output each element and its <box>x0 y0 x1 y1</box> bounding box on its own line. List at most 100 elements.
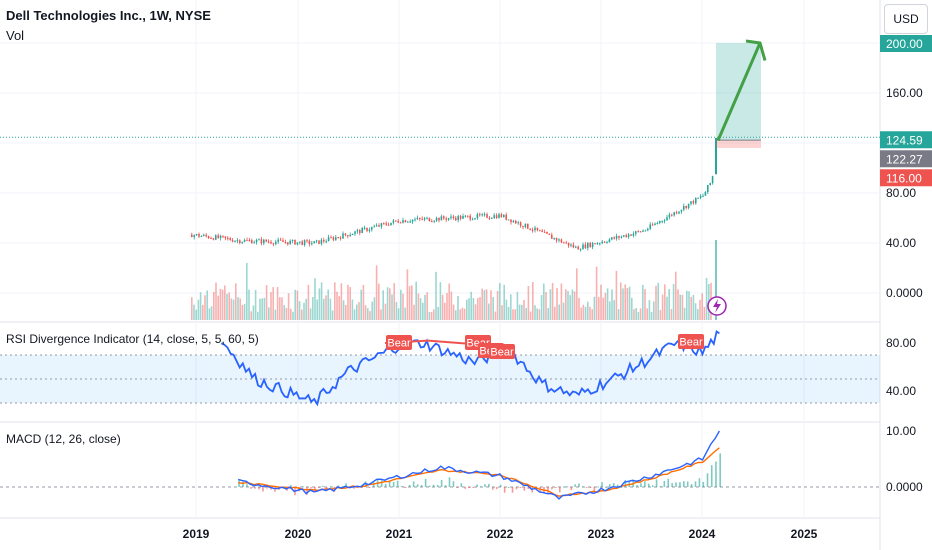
candle-body <box>476 214 479 219</box>
volume-bar <box>521 304 523 320</box>
volume-bar <box>342 300 345 320</box>
candle-body <box>591 243 594 247</box>
volume-bar <box>246 262 248 320</box>
macd-histogram-bar <box>562 486 565 488</box>
candle-body <box>224 236 227 238</box>
price-tag-current <box>880 131 932 149</box>
macd-histogram-bar <box>679 482 681 487</box>
volume-bar <box>547 308 549 320</box>
projection-arrowhead <box>745 39 767 61</box>
candle-body <box>445 218 447 220</box>
candle-body <box>620 236 623 238</box>
macd-histogram-bar <box>380 480 383 487</box>
volume-label: Vol <box>6 28 25 43</box>
volume-bar <box>226 293 228 320</box>
volume-bar <box>450 291 453 320</box>
volume-bar <box>532 282 534 320</box>
stop-zone <box>716 140 761 148</box>
candle-body <box>354 231 356 234</box>
macd-histogram-bar <box>310 487 312 489</box>
candle-body <box>428 217 431 222</box>
volume-bar <box>259 298 261 320</box>
candle-body <box>359 230 361 234</box>
candle-body <box>207 236 210 239</box>
macd-histogram-bar <box>698 478 701 487</box>
price-tick-label: 40.00 <box>886 236 916 250</box>
candle-body <box>589 242 591 247</box>
candle-body <box>315 240 318 242</box>
macd-histogram-bar <box>460 483 463 487</box>
candle-body <box>267 241 270 243</box>
volume-bar <box>221 289 224 320</box>
volume-bar <box>312 297 314 320</box>
candle-body <box>512 220 515 223</box>
price-tick-label: 80.00 <box>886 186 916 200</box>
macd-histogram-bar <box>624 480 627 487</box>
candle-body <box>200 235 203 237</box>
macd-histogram-bar <box>480 486 482 488</box>
volume-bar <box>466 299 468 320</box>
volume-bar <box>653 301 655 320</box>
volume-bar <box>472 298 475 320</box>
volume-bar <box>250 311 252 320</box>
macd-line <box>237 430 721 500</box>
candle-body <box>683 205 685 210</box>
candle-body <box>416 217 419 220</box>
volume-bar <box>518 304 521 320</box>
macd-histogram-bar <box>570 487 573 491</box>
time-tick-label: 2023 <box>588 527 615 541</box>
candle-body <box>546 231 548 234</box>
currency-selector[interactable]: USD <box>884 4 928 34</box>
candle-body <box>210 238 212 240</box>
macd-histogram-bar <box>601 482 603 487</box>
volume-bar <box>538 309 541 320</box>
candle-body <box>327 237 330 242</box>
candle-body <box>294 239 296 245</box>
macd-histogram-bar <box>636 485 638 487</box>
volume-bar <box>573 291 576 320</box>
candle-body <box>459 216 462 219</box>
volume-bar <box>468 298 470 320</box>
macd-histogram-bar <box>250 487 252 489</box>
candle-body <box>265 239 267 242</box>
bear-label: Bear <box>387 338 411 350</box>
candle-body <box>306 240 308 242</box>
candle-body <box>543 231 546 233</box>
candle-body <box>599 243 601 245</box>
candle-body <box>584 244 587 249</box>
candle-body <box>707 185 709 193</box>
macd-histogram-bar <box>593 487 596 492</box>
macd-histogram-bar <box>302 486 304 488</box>
candle-body <box>661 220 663 222</box>
candle-body <box>258 239 260 241</box>
volume-bar <box>701 293 703 320</box>
volume-bar <box>393 283 395 320</box>
rsi-panel: BearBearBearBearBear <box>0 330 880 407</box>
volume-bar <box>334 282 336 320</box>
volume-bar <box>441 294 444 320</box>
volume-bar <box>204 295 206 320</box>
volume-bar <box>320 282 323 320</box>
volume-bar <box>323 298 325 320</box>
volume-bar <box>481 288 483 320</box>
macd-panel <box>0 430 880 500</box>
volume-bar <box>210 306 213 320</box>
volume-bar <box>463 308 466 320</box>
volume-bar <box>675 271 677 320</box>
macd-histogram-bar <box>715 461 717 487</box>
candle-body <box>347 235 349 237</box>
macd-histogram-bar <box>616 484 619 487</box>
volume-bar <box>635 307 637 320</box>
candle-body <box>553 237 555 239</box>
candle-body <box>227 237 229 239</box>
candle-body <box>692 201 695 204</box>
volume-bar <box>499 283 501 320</box>
volume-bar <box>309 308 312 320</box>
candle-body <box>212 238 215 240</box>
candle-body <box>500 214 503 218</box>
macd-histogram-bar <box>384 483 387 487</box>
volume-bar <box>384 303 387 320</box>
volume-bar <box>488 303 490 320</box>
macd-histogram-bar <box>368 487 371 488</box>
volume-bar <box>507 306 510 320</box>
